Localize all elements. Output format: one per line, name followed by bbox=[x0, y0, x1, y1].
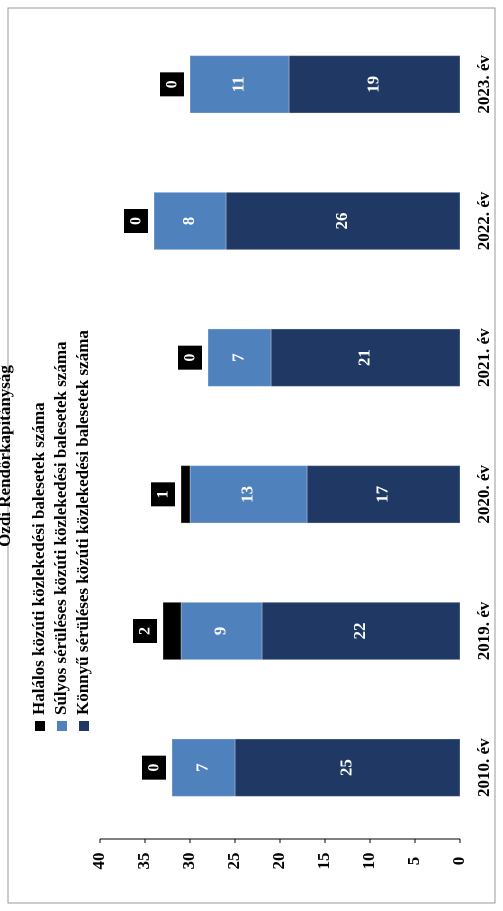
value-label: 7 bbox=[228, 353, 247, 362]
legend-label: Súlyos sérüléses közúti közlekedési bale… bbox=[51, 341, 70, 715]
x-tick-label: 2019. év bbox=[474, 601, 493, 660]
y-tick-label: 15 bbox=[314, 853, 333, 870]
value-label: 9 bbox=[210, 627, 229, 636]
bar-segment bbox=[171, 738, 236, 797]
value-label: 25 bbox=[336, 759, 355, 776]
value-label: 26 bbox=[332, 213, 351, 230]
label-box bbox=[160, 72, 184, 97]
value-label: 22 bbox=[350, 623, 369, 640]
y-tick-label: 30 bbox=[179, 853, 198, 870]
label-box bbox=[124, 209, 148, 233]
x-tick-label: 2023. év bbox=[474, 55, 493, 114]
x-tick-label: 2010. év bbox=[474, 738, 493, 797]
y-tick-label: 5 bbox=[404, 857, 423, 866]
value-label: 19 bbox=[363, 76, 382, 93]
x-tick-label: 2022. év bbox=[474, 191, 493, 250]
value-label: 1 bbox=[155, 490, 172, 498]
bar-segment bbox=[162, 601, 182, 661]
bar-segment bbox=[207, 328, 272, 387]
label-box bbox=[178, 345, 202, 370]
x-tick-label: 2020. év bbox=[474, 465, 493, 524]
value-label: 11 bbox=[228, 76, 247, 92]
chart-title: Ózdi Rendőrkapitányság bbox=[0, 365, 14, 547]
value-label: 0 bbox=[146, 764, 163, 772]
label-box bbox=[151, 482, 175, 507]
rotated-chart: Ózdi Rendőrkapitányság Halálos közúti kö… bbox=[0, 7, 496, 904]
y-tick-label: 40 bbox=[89, 853, 108, 870]
value-label: 0 bbox=[128, 217, 145, 225]
y-tick-label: 25 bbox=[224, 853, 243, 870]
legend-label: Könnyű sérüléses közúti közlekedési bale… bbox=[73, 330, 92, 715]
value-label: 0 bbox=[182, 354, 199, 362]
value-label: 21 bbox=[354, 349, 373, 366]
value-label: 0 bbox=[164, 80, 181, 88]
legend-swatch bbox=[79, 721, 89, 731]
legend-label: Halálos közúti közlekedési balesetek szá… bbox=[29, 402, 48, 715]
value-label: 17 bbox=[372, 485, 391, 503]
x-tick-label: 2021. év bbox=[474, 328, 493, 387]
bar-segment bbox=[153, 191, 227, 251]
y-tick-label: 0 bbox=[449, 857, 468, 866]
y-tick-label: 20 bbox=[269, 853, 288, 870]
value-label: 8 bbox=[179, 217, 198, 226]
label-box bbox=[133, 619, 157, 643]
y-tick-label: 35 bbox=[134, 853, 153, 870]
legend-swatch bbox=[35, 721, 45, 731]
bar-segment bbox=[180, 465, 191, 524]
value-label: 13 bbox=[237, 486, 256, 503]
value-label: 7 bbox=[192, 763, 211, 772]
label-box bbox=[142, 755, 166, 780]
y-tick-label: 10 bbox=[359, 853, 378, 870]
legend-swatch bbox=[57, 721, 67, 731]
bar-segment bbox=[189, 55, 290, 114]
value-label: 2 bbox=[137, 627, 154, 635]
